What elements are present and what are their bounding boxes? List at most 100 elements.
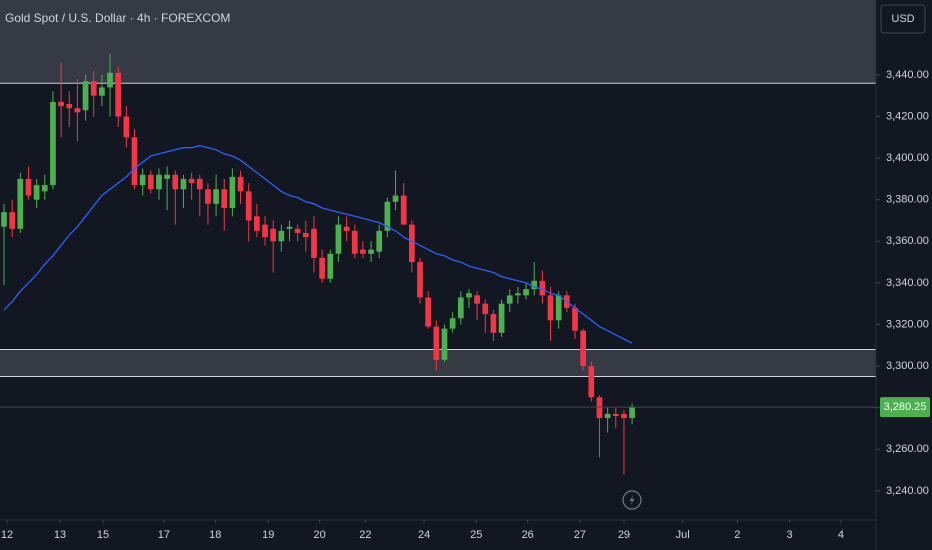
candle-body — [180, 178, 187, 190]
candle-body — [58, 101, 64, 107]
candle-body — [245, 191, 252, 221]
x-tick-label: 26 — [522, 529, 534, 541]
current-price-box — [880, 397, 930, 418]
current-price-label: 3,280.25 — [884, 401, 927, 413]
zone — [0, 0, 876, 84]
candle-body — [490, 314, 497, 333]
candle-body — [596, 397, 603, 419]
candle-body — [311, 228, 317, 258]
candle-body — [262, 224, 268, 238]
candle-body — [457, 297, 464, 319]
candle-body — [213, 189, 219, 204]
y-tick-label: 3,340.00 — [886, 277, 929, 289]
candle-body — [547, 295, 554, 321]
candle-body — [384, 201, 391, 231]
candle-body — [376, 230, 383, 252]
candle-body — [425, 297, 432, 327]
candle-body — [188, 178, 195, 184]
y-tick-label: 3,320.00 — [886, 318, 929, 330]
candle-body — [343, 226, 350, 231]
candle-body — [612, 413, 619, 416]
candle-body — [368, 249, 374, 254]
candle-body — [335, 224, 342, 254]
x-tick-label: 3 — [786, 529, 792, 541]
candle-body — [319, 257, 325, 279]
candle-body — [139, 174, 146, 186]
candle-body — [392, 195, 399, 202]
event-icon[interactable] — [622, 490, 642, 510]
candle-body — [254, 216, 260, 231]
candle-body — [50, 101, 56, 186]
candle-body — [294, 228, 301, 233]
y-tick-label: 3,260.00 — [886, 443, 929, 455]
candle-body — [629, 407, 635, 419]
x-tick-label: 27 — [574, 529, 586, 541]
candle-body — [115, 72, 122, 117]
currency[interactable]: USD — [891, 13, 914, 25]
candle-body — [604, 413, 611, 419]
candle-body — [229, 176, 236, 208]
y-tick-label: 3,420.00 — [886, 110, 929, 122]
x-tick-label: 24 — [418, 529, 430, 541]
candle-body — [539, 280, 546, 296]
candle-body — [580, 330, 587, 367]
candle-body — [74, 108, 81, 113]
candle-body — [82, 81, 89, 111]
candle-body — [66, 104, 73, 109]
candle-body — [588, 366, 595, 398]
candle-body — [156, 174, 162, 190]
candle-body — [498, 303, 505, 333]
candle-body — [237, 176, 244, 192]
candle-body — [205, 189, 211, 204]
candle-body — [523, 289, 529, 296]
candle-body — [17, 178, 24, 229]
candle-body — [41, 185, 48, 192]
y-tick-label: 3,360.00 — [886, 235, 929, 247]
x-tick-label: 20 — [314, 529, 326, 541]
x-tick-label: 18 — [209, 529, 221, 541]
y-tick-label: 3,380.00 — [886, 194, 929, 206]
candle-body — [270, 228, 277, 242]
candle-body — [327, 253, 334, 279]
x-tick-label: 19 — [262, 529, 274, 541]
candle-body — [351, 230, 358, 254]
candle-body — [572, 307, 578, 331]
candle-body — [621, 413, 627, 419]
x-tick-label: 17 — [158, 529, 170, 541]
candle-body — [1, 212, 7, 227]
candle-body — [278, 230, 285, 242]
candle-body — [221, 189, 228, 208]
candle-body — [147, 174, 154, 190]
candle-body — [196, 178, 203, 190]
candle-body — [90, 81, 97, 96]
currency-box[interactable] — [880, 4, 926, 34]
candle-body — [474, 295, 480, 304]
candle-body — [482, 303, 489, 315]
candle-body — [531, 280, 538, 290]
x-tick-label: 12 — [1, 529, 13, 541]
candle-body — [25, 178, 32, 196]
y-tick-label: 3,400.00 — [886, 152, 929, 164]
candle-body — [107, 72, 113, 88]
candle-body — [286, 226, 293, 229]
candle-body — [164, 174, 170, 179]
x-tick-label: 25 — [470, 529, 482, 541]
candle-body — [360, 249, 366, 254]
x-tick-label: 2 — [734, 529, 740, 541]
moving-average — [3, 144, 633, 344]
candle-body — [441, 328, 448, 360]
candle-body — [123, 116, 130, 138]
candle-body — [449, 318, 456, 329]
candle-body — [466, 293, 472, 298]
candle-body — [33, 185, 40, 200]
y-tick-label: 3,240.00 — [886, 485, 929, 497]
chart-title: Gold Spot / U.S. Dollar · 4h · FOREXCOM — [5, 11, 230, 25]
candle-body — [417, 262, 423, 298]
candle-body — [99, 87, 105, 96]
candle-body — [515, 293, 521, 296]
candle-body — [172, 174, 179, 190]
candle-body — [400, 195, 407, 225]
